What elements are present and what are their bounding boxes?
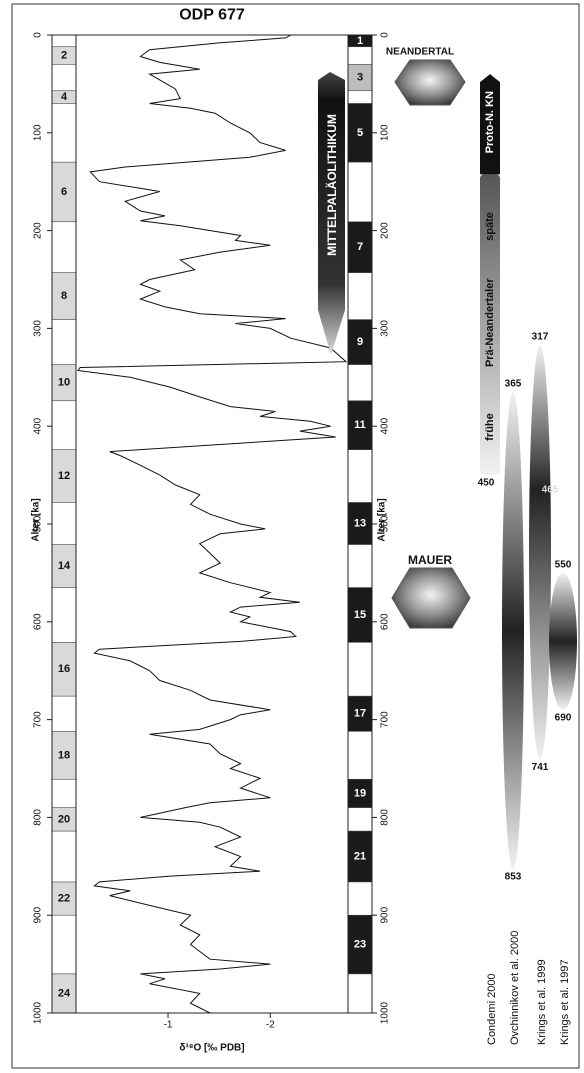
range-end-label: 853 (505, 872, 522, 883)
y-tick-label-right: 200 (380, 222, 391, 239)
range-end-label: 690 (555, 712, 572, 723)
y-tick-label-right: 300 (380, 320, 391, 337)
stage-label: 21 (354, 851, 366, 863)
plot-area (75, 34, 349, 1014)
mittelpalaeolithikum-arrow (318, 72, 345, 355)
range-bar (529, 345, 551, 760)
stage-label: 24 (58, 987, 71, 999)
range-label: Condemi 2000 (486, 973, 498, 1045)
stage-box (347, 830, 373, 883)
mauer-jaw-image (391, 567, 471, 629)
y-tick-label: 100 (33, 124, 44, 141)
stage-box (347, 400, 373, 450)
y-tick-label: 500 (33, 515, 44, 532)
stage-label: 1 (357, 35, 363, 47)
stage-label: 7 (357, 241, 363, 253)
range-peak-label: 465 (542, 484, 559, 495)
y-tick-label-right: 100 (380, 124, 391, 141)
y-tick-label-right: 1000 (380, 1001, 391, 1024)
stage-label: 20 (58, 813, 70, 825)
range-bar (480, 174, 500, 476)
stage-box (347, 695, 373, 732)
y-tick-label-right: 400 (380, 417, 391, 434)
y-tick-label-right: 0 (380, 32, 391, 38)
stage-box (347, 221, 373, 273)
stage-label: 5 (357, 127, 363, 139)
stage-label: 10 (58, 377, 70, 389)
y-axis-label: Alter [ka] (31, 498, 42, 541)
y-tick-label: 400 (33, 417, 44, 434)
x-tick-label: -1 (164, 1020, 173, 1031)
stage-label: 14 (58, 560, 71, 572)
range-bar (549, 572, 577, 710)
range-bar-top (480, 74, 500, 175)
stage-box (347, 778, 373, 808)
range-text: späte (484, 212, 496, 241)
range-label: Krings et al. 1999 (536, 959, 548, 1045)
y-tick-label-right: 900 (380, 906, 391, 923)
y-tick-label-right: 500 (380, 515, 391, 532)
stage-label: 17 (354, 708, 366, 720)
stage-box (51, 881, 77, 916)
y-tick-label: 200 (33, 222, 44, 239)
range-text: Proto-N. KN (484, 91, 496, 153)
range-label: Krings et al. 1997 (559, 959, 571, 1045)
stage-label: 2 (61, 50, 67, 62)
x-axis-label: δ¹⁸O [‰ PDB] (179, 1043, 244, 1054)
stage-box (51, 449, 77, 503)
annotation: MAUER (408, 553, 452, 567)
stage-label: 13 (354, 518, 366, 530)
range-end-label: 741 (532, 762, 549, 773)
stage-label: 9 (357, 336, 363, 348)
range-end-label: 450 (478, 478, 495, 489)
stage-label: 18 (58, 749, 70, 761)
y-tick-label-right: 700 (380, 711, 391, 728)
stage-label: 19 (354, 787, 366, 799)
d18o-curve (77, 34, 348, 1014)
neandertal-skull-image (394, 59, 466, 106)
range-text: Prä-Neandertaler (484, 278, 496, 367)
stage-box (51, 731, 77, 780)
annotation: NEANDERTAL (386, 47, 454, 58)
stage-label: 11 (354, 419, 366, 431)
y-tick-label: 700 (33, 711, 44, 728)
y-tick-label: 300 (33, 320, 44, 337)
stage-label: 15 (354, 609, 366, 621)
y-axis-label-right: Alter [ka] (377, 498, 388, 541)
range-label: Ovchinnikov et al. 2000 (509, 931, 521, 1045)
y-tick-label: 0 (33, 32, 44, 38)
range-start-label: 365 (505, 378, 522, 389)
y-tick-label: 800 (33, 809, 44, 826)
y-tick-label-right: 800 (380, 809, 391, 826)
stage-label: 4 (61, 91, 68, 103)
stage-label: 16 (58, 663, 70, 675)
stage-label: 8 (61, 290, 67, 302)
range-bar (502, 391, 524, 870)
y-tick-label-right: 600 (380, 613, 391, 630)
stage-label: 22 (58, 893, 70, 905)
stage-box (347, 914, 373, 975)
range-start-label: 317 (532, 332, 549, 343)
annotation: MITTELPALÄOLITHIKUM (324, 114, 339, 256)
stage-label: 12 (58, 470, 70, 482)
chart-title: ODP 677 (179, 7, 245, 24)
range-text: frühe (484, 413, 496, 441)
x-tick-label: -2 (266, 1020, 275, 1031)
stage-label: 6 (61, 186, 67, 198)
y-tick-label: 600 (33, 613, 44, 630)
range-start-label: 550 (555, 559, 572, 570)
stage-label: 3 (357, 72, 363, 84)
stage-label: 23 (354, 939, 366, 951)
frame (11, 3, 580, 1069)
stage-box (347, 587, 373, 643)
y-tick-label: 1000 (33, 1001, 44, 1024)
y-tick-label: 900 (33, 906, 44, 923)
